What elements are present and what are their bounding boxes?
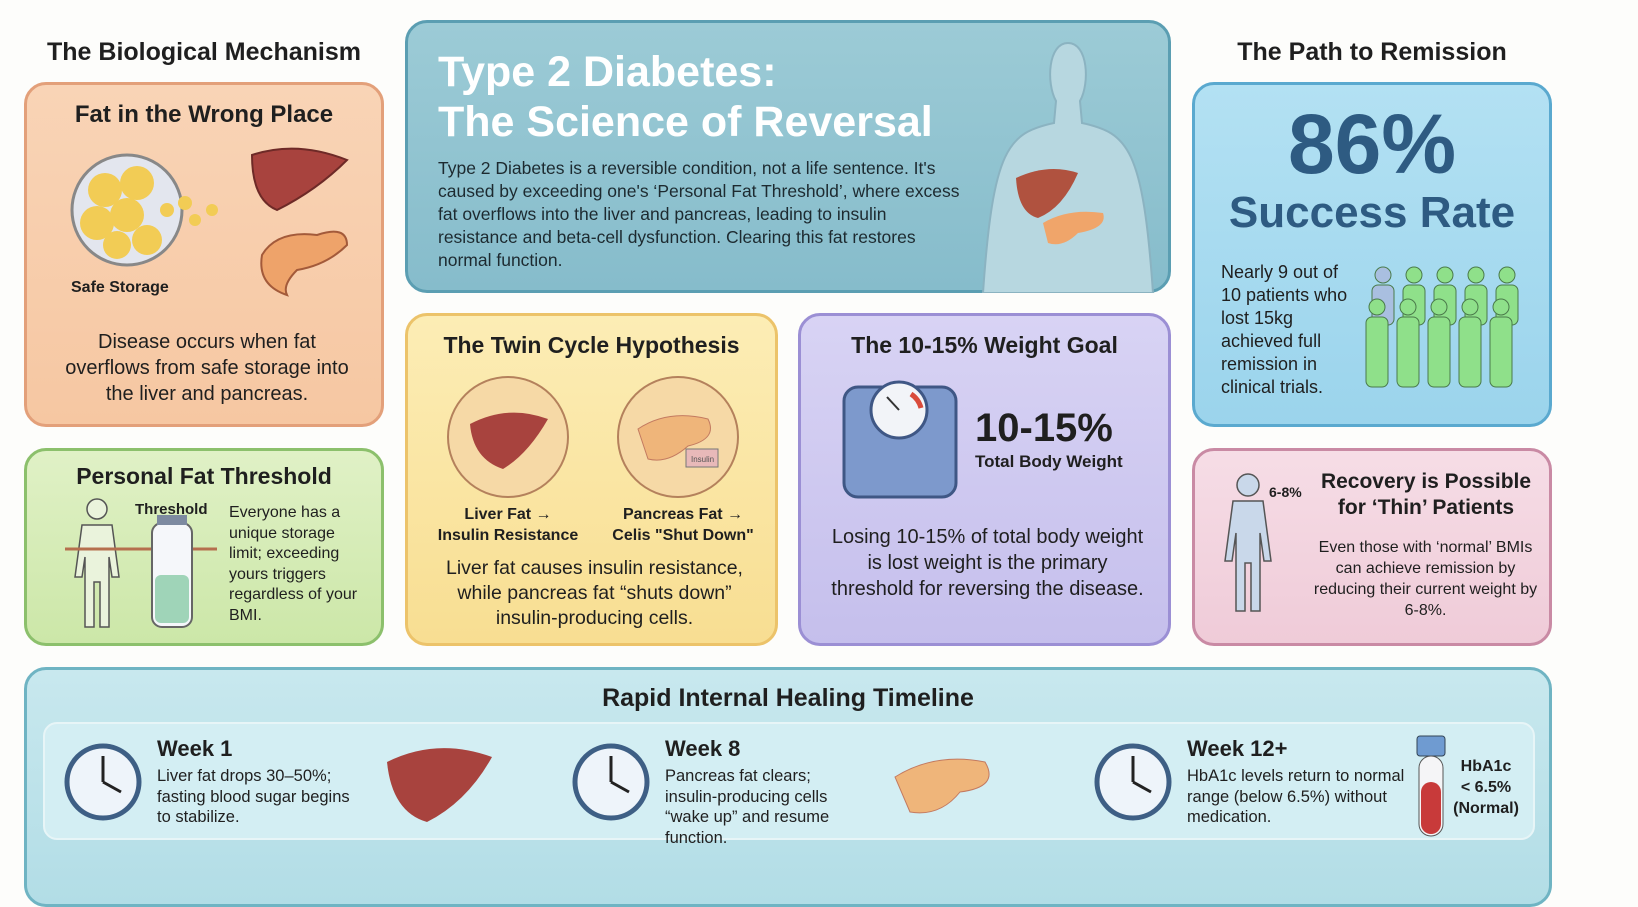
success-percent: 86% <box>1287 97 1457 191</box>
person-icon <box>74 498 120 628</box>
recovery-title: Recovery is Possible for ‘Thin’ Patients <box>1320 470 1532 519</box>
timeline-week: Week 1 <box>157 736 233 761</box>
hba1c-label: HbA1c < 6.5% (Normal) <box>1453 758 1519 817</box>
liver-icon <box>250 147 349 212</box>
person-icon <box>1365 298 1389 388</box>
person-icon <box>1433 266 1457 326</box>
success-label: Success Rate <box>1228 188 1516 237</box>
liver-icon <box>387 748 492 822</box>
person-icon <box>1371 266 1395 326</box>
body-and-container-illustration <box>65 498 217 628</box>
timeline-step: Week 12+ HbA1c levels return to normal r… <box>1077 722 1577 840</box>
timeline-panel: Rapid Internal Healing Timeline Week 1 L… <box>24 667 1552 907</box>
insulin-label: Insulin <box>691 455 715 464</box>
timeline-title: Rapid Internal Healing Timeline <box>602 684 974 712</box>
recovery-body: Even those with ‘normal’ BMIs can achiev… <box>1313 539 1538 619</box>
timeline-text: Liver fat drops 30–50%; fasting blood su… <box>157 767 350 826</box>
pancreas-icon <box>894 758 990 814</box>
threshold-panel-body: Everyone has a unique storage limit; exc… <box>229 504 358 624</box>
hero-title-line2: The Science of Reversal <box>438 98 933 146</box>
liver-caption: Liver Fat → Insulin Resistance <box>437 506 579 544</box>
weight-goal-panel: The 10-15% Weight Goal 10-15% Total Body… <box>798 313 1171 646</box>
threshold-panel: Personal Fat Threshold Threshold Everyon… <box>24 448 384 646</box>
person-icon <box>1458 298 1482 388</box>
twin-cycle-panel: The Twin Cycle Hypothesis Insulin Liver … <box>405 313 778 646</box>
person-icon <box>1396 298 1420 388</box>
success-panel: 86% Success Rate Nearly 9 out of 10 pati… <box>1192 82 1552 427</box>
recovery-panel: 6-8% Recovery is Possible for ‘Thin’ Pat… <box>1192 448 1552 646</box>
pancreas-icon <box>1043 211 1104 245</box>
hero-body: Type 2 Diabetes is a reversible conditio… <box>438 158 960 270</box>
fat-panel: Fat in the Wrong Place Safe Storage Dise… <box>24 82 384 427</box>
weight-goal-value: 10-15% <box>975 406 1113 450</box>
right-heading: The Path to Remission <box>1237 38 1507 66</box>
weight-panel-body: Losing 10-15% of total body weight is lo… <box>831 526 1144 600</box>
blood-tube-icon <box>1416 735 1446 837</box>
recovery-badge: 6-8% <box>1269 484 1302 500</box>
fat-cell-liver-pancreas-illustration <box>70 147 349 297</box>
human-torso-illustration <box>981 41 1155 293</box>
person-icon <box>1464 266 1488 326</box>
weight-panel-title: The 10-15% Weight Goal <box>851 332 1118 358</box>
fat-panel-body: Disease occurs when fat overflows from s… <box>65 331 349 405</box>
timeline-week: Week 12+ <box>1187 736 1288 761</box>
person-icon <box>1224 473 1272 612</box>
timeline-text: HbA1c levels return to normal range (bel… <box>1187 767 1405 826</box>
twin-cycle-illustration <box>447 376 739 498</box>
pancreas-caption: Pancreas Fat → Celis "Shut Down" <box>612 506 754 544</box>
insulin-factory-icon <box>685 448 719 468</box>
fat-cell-icon <box>70 153 218 267</box>
timeline-step: Week 8 Pancreas fat clears; insulin-prod… <box>555 722 1055 847</box>
fat-panel-title: Fat in the Wrong Place <box>74 101 334 128</box>
liver-icon <box>1016 169 1078 218</box>
success-body: Nearly 9 out of 10 patients who lost 15k… <box>1221 262 1348 397</box>
clock-icon <box>572 743 650 821</box>
threshold-panel-title: Personal Fat Threshold <box>76 463 332 489</box>
hero-panel: Type 2 Diabetes: The Science of Reversal… <box>405 20 1171 293</box>
safe-storage-label: Safe Storage <box>71 279 169 296</box>
clock-icon <box>1094 743 1172 821</box>
clock-icon <box>64 743 142 821</box>
left-heading: The Biological Mechanism <box>47 38 361 66</box>
timeline-text: Pancreas fat clears; insulin-producing c… <box>665 767 830 847</box>
people-grid <box>1365 266 1519 388</box>
person-icon <box>1495 266 1519 326</box>
pancreas-icon <box>637 415 711 461</box>
timeline-step: Week 1 Liver fat drops 30–50%; fasting b… <box>47 722 547 840</box>
person-icon <box>1402 266 1426 326</box>
pancreas-icon <box>260 230 349 297</box>
person-icon <box>1427 298 1451 388</box>
storage-container-icon <box>151 515 193 628</box>
person-icon <box>1489 298 1513 388</box>
twin-panel-body: Liver fat causes insulin resistance, whi… <box>446 557 743 629</box>
liver-icon <box>470 412 548 469</box>
hero-title-line1: Type 2 Diabetes: <box>438 48 777 96</box>
twin-panel-title: The Twin Cycle Hypothesis <box>443 332 740 358</box>
scale-icon <box>842 380 958 499</box>
threshold-label: Threshold <box>135 501 208 518</box>
weight-goal-subtitle: Total Body Weight <box>975 452 1123 471</box>
timeline-week: Week 8 <box>665 736 741 761</box>
